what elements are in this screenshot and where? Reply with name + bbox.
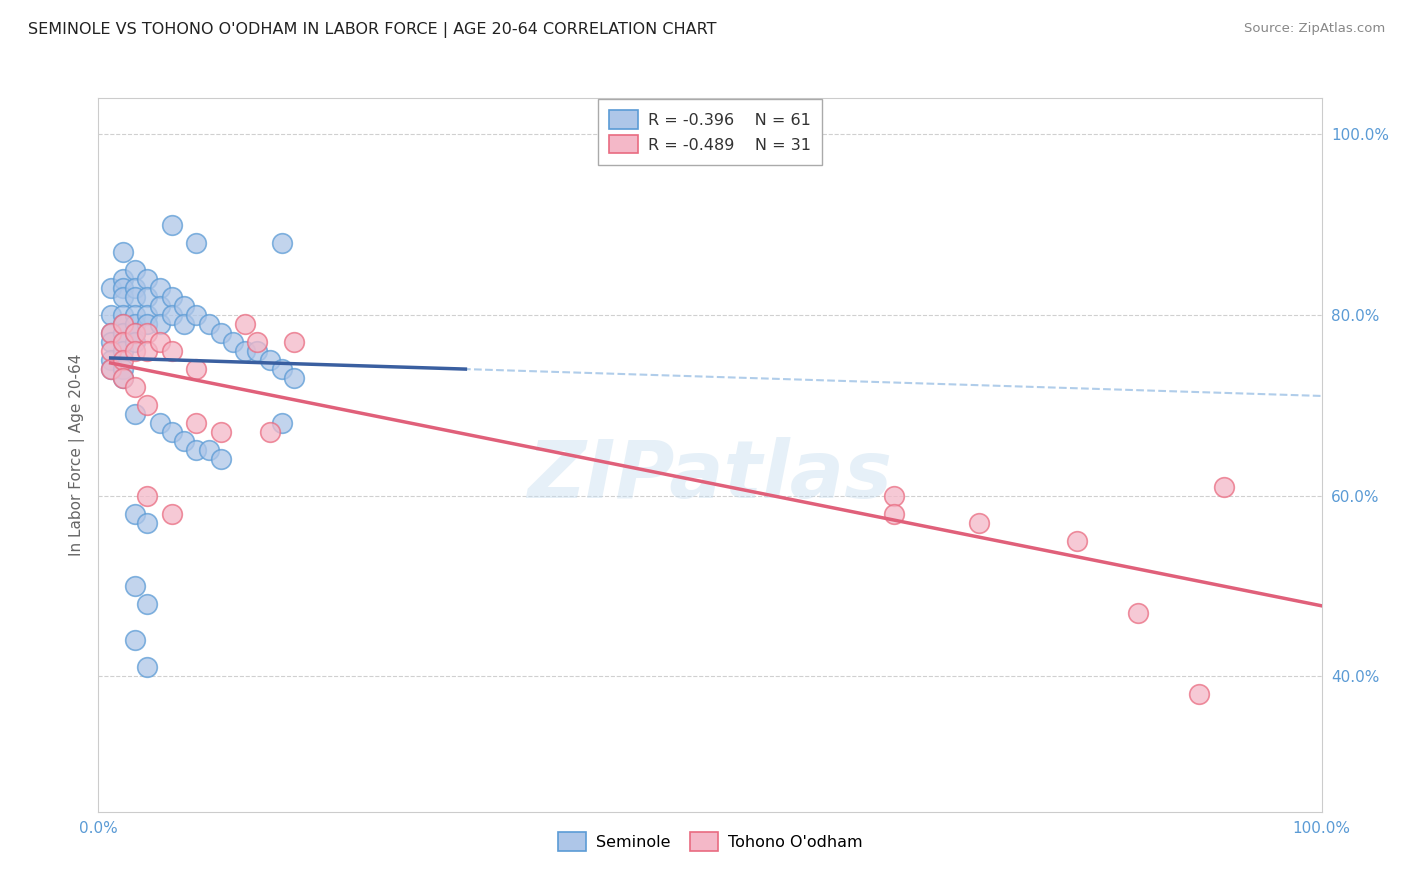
Point: [136, 344, 159, 359]
Point: [246, 334, 269, 349]
Point: [186, 417, 208, 431]
Point: [111, 344, 134, 359]
Legend: Seminole, Tohono O'odham: Seminole, Tohono O'odham: [551, 826, 869, 857]
Point: [270, 235, 294, 250]
Point: [149, 417, 172, 431]
Text: ZIPatlas: ZIPatlas: [527, 437, 893, 516]
Point: [186, 235, 208, 250]
Point: [124, 326, 146, 340]
Point: [111, 244, 134, 259]
Point: [111, 317, 134, 331]
Point: [259, 353, 281, 368]
Point: [111, 272, 134, 286]
Point: [233, 317, 256, 331]
Point: [136, 660, 159, 674]
Point: [136, 308, 159, 322]
Point: [100, 362, 122, 376]
Point: [111, 334, 134, 349]
Point: [197, 317, 219, 331]
Point: [883, 489, 905, 503]
Point: [111, 290, 134, 304]
Point: [1188, 687, 1211, 701]
Point: [259, 425, 281, 440]
Point: [100, 326, 122, 340]
Point: [111, 353, 134, 368]
Point: [173, 299, 195, 313]
Point: [111, 281, 134, 295]
Point: [100, 308, 122, 322]
Point: [160, 290, 183, 304]
Point: [111, 334, 134, 349]
Point: [124, 281, 146, 295]
Point: [111, 326, 134, 340]
Point: [186, 362, 208, 376]
Point: [209, 452, 232, 467]
Point: [149, 299, 172, 313]
Point: [283, 371, 305, 385]
Point: [100, 326, 122, 340]
Point: [1128, 606, 1150, 620]
Point: [173, 434, 195, 449]
Point: [1066, 533, 1088, 548]
Point: [883, 507, 905, 521]
Point: [136, 597, 159, 611]
Point: [124, 407, 146, 421]
Point: [233, 344, 256, 359]
Point: [136, 398, 159, 412]
Point: [1212, 479, 1234, 493]
Point: [209, 425, 232, 440]
Point: [124, 633, 146, 648]
Point: [124, 317, 146, 331]
Point: [160, 308, 183, 322]
Point: [209, 326, 232, 340]
Point: [136, 326, 159, 340]
Point: [283, 334, 305, 349]
Point: [967, 516, 990, 530]
Point: [136, 489, 159, 503]
Point: [100, 281, 122, 295]
Point: [149, 281, 172, 295]
Text: Source: ZipAtlas.com: Source: ZipAtlas.com: [1244, 22, 1385, 36]
Point: [124, 308, 146, 322]
Point: [160, 218, 183, 232]
Point: [149, 334, 172, 349]
Point: [111, 317, 134, 331]
Point: [136, 290, 159, 304]
Point: [124, 507, 146, 521]
Point: [111, 371, 134, 385]
Point: [124, 326, 146, 340]
Point: [160, 507, 183, 521]
Point: [149, 317, 172, 331]
Point: [100, 362, 122, 376]
Point: [136, 272, 159, 286]
Point: [124, 262, 146, 277]
Point: [124, 344, 146, 359]
Point: [136, 516, 159, 530]
Point: [270, 417, 294, 431]
Point: [111, 362, 134, 376]
Point: [111, 371, 134, 385]
Text: SEMINOLE VS TOHONO O'ODHAM IN LABOR FORCE | AGE 20-64 CORRELATION CHART: SEMINOLE VS TOHONO O'ODHAM IN LABOR FORC…: [28, 22, 717, 38]
Point: [100, 334, 122, 349]
Point: [111, 308, 134, 322]
Point: [100, 344, 122, 359]
Point: [246, 344, 269, 359]
Point: [173, 317, 195, 331]
Point: [186, 443, 208, 458]
Point: [160, 344, 183, 359]
Point: [124, 380, 146, 394]
Point: [136, 317, 159, 331]
Point: [222, 334, 245, 349]
Point: [160, 425, 183, 440]
Point: [197, 443, 219, 458]
Point: [100, 353, 122, 368]
Point: [124, 579, 146, 593]
Point: [124, 290, 146, 304]
Point: [270, 362, 294, 376]
Y-axis label: In Labor Force | Age 20-64: In Labor Force | Age 20-64: [69, 354, 84, 556]
Point: [186, 308, 208, 322]
Point: [124, 334, 146, 349]
